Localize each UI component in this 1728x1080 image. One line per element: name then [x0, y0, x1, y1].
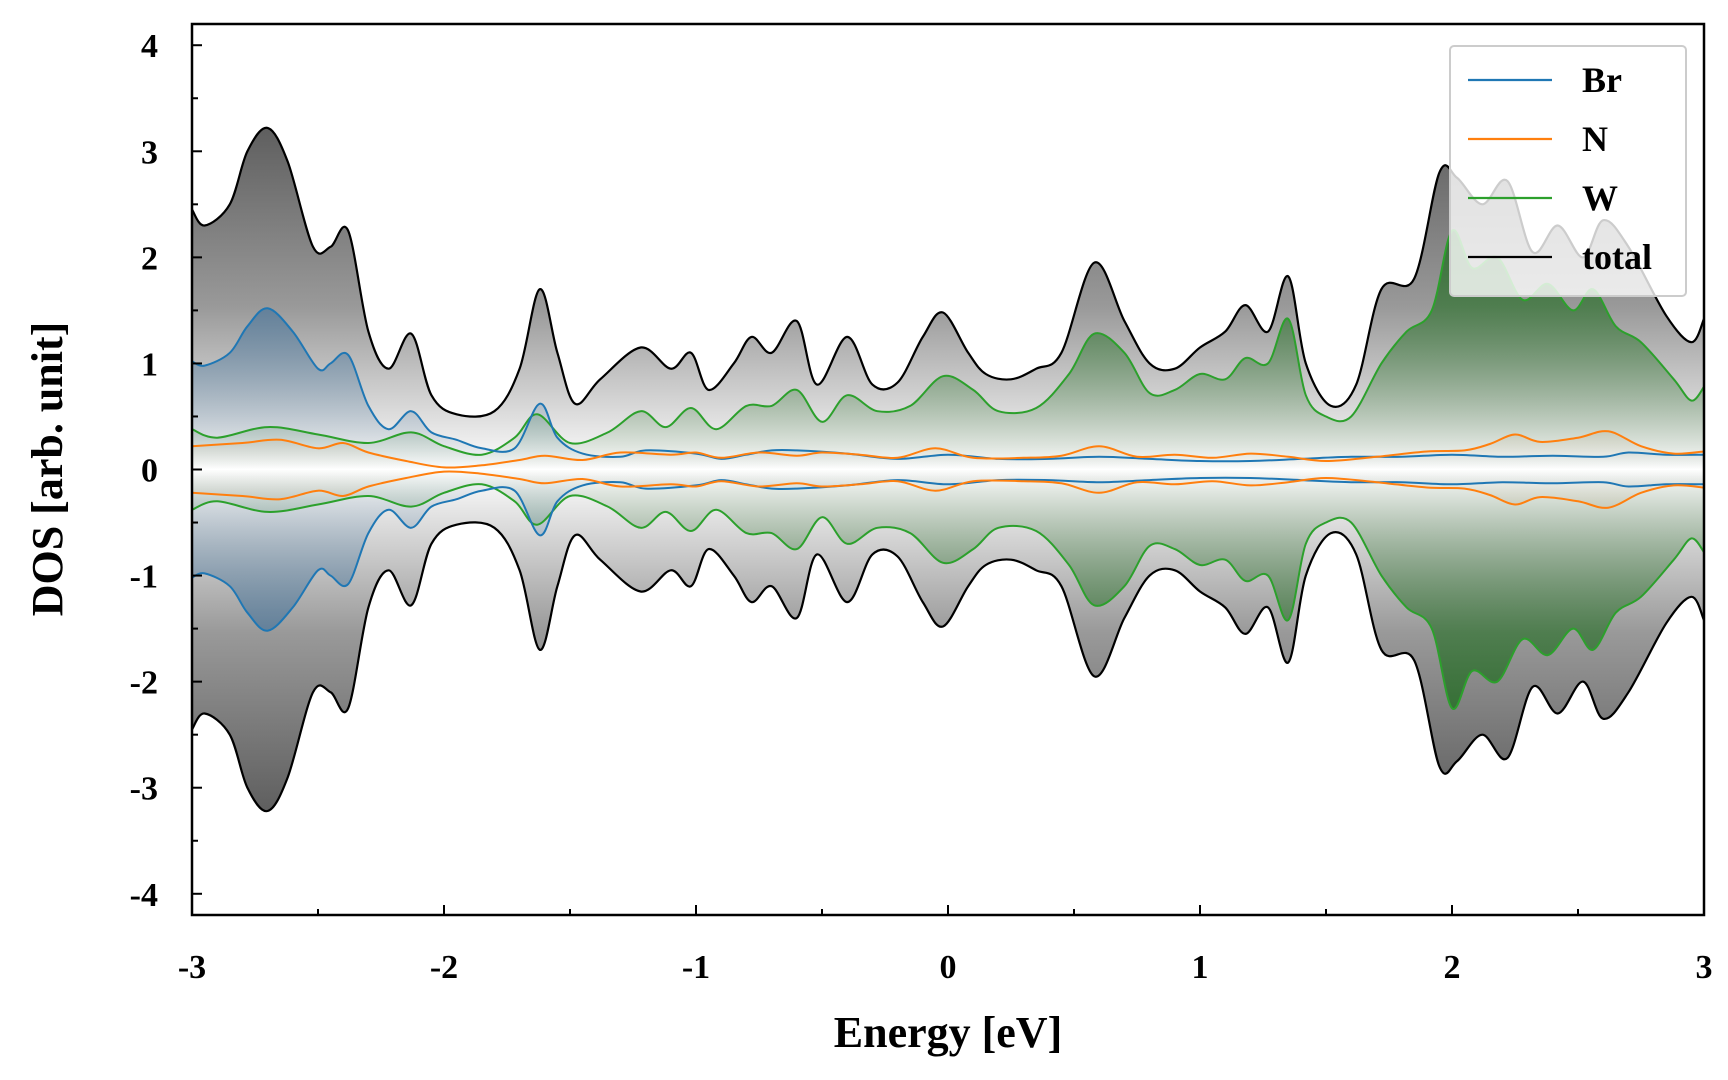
y-tick-label: 2	[141, 240, 158, 277]
total-line-down	[192, 521, 1704, 813]
legend-box	[1449, 45, 1687, 297]
x-tick-label: 2	[1444, 949, 1461, 986]
legend-label-n: N	[1582, 119, 1608, 159]
n-line-down	[192, 470, 1704, 509]
x-tick-label: -1	[682, 949, 710, 986]
y-axis-ticks: -4 -3 -2 -1 0 1 2 3 4	[130, 28, 202, 914]
y-tick-label: 1	[141, 346, 158, 383]
x-tick-label: 1	[1192, 949, 1209, 986]
filled-areas	[192, 127, 1704, 812]
series-lines	[192, 126, 1704, 813]
y-tick-label: 4	[141, 28, 158, 65]
total-line-up	[192, 126, 1704, 418]
legend-label-total: total	[1582, 237, 1652, 277]
br-line-down	[192, 476, 1704, 632]
y-tick-label: -4	[130, 877, 158, 914]
w-line-down	[192, 483, 1704, 710]
y-tick-label: -3	[130, 771, 158, 808]
legend-label-w: W	[1582, 178, 1618, 218]
legend-label-br: Br	[1582, 60, 1622, 100]
x-axis-label: Energy [eV]	[834, 1008, 1063, 1057]
y-axis-label: DOS [arb. unit]	[23, 322, 72, 617]
x-tick-label: -2	[430, 949, 458, 986]
n-line-up	[192, 430, 1704, 469]
x-tick-label: 0	[940, 949, 957, 986]
x-tick-label: -3	[178, 949, 206, 986]
x-tick-label: 3	[1696, 949, 1713, 986]
y-tick-label: -1	[130, 559, 158, 596]
br-line-up	[192, 307, 1704, 463]
y-tick-label: -2	[130, 665, 158, 702]
x-axis-ticks: -3 -2 -1 0 1 2 3	[178, 905, 1713, 986]
y-tick-label: 3	[141, 134, 158, 171]
y-tick-label: 0	[141, 453, 158, 490]
